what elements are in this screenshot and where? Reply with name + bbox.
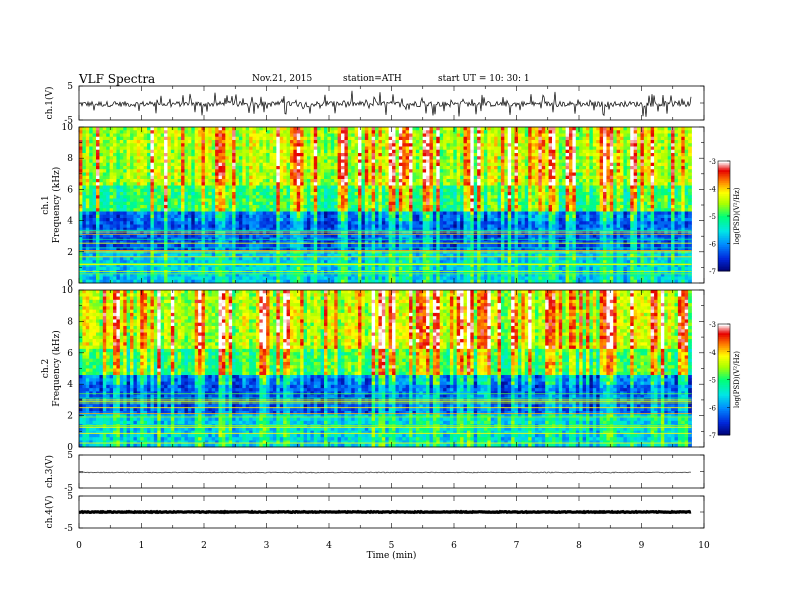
x-axis: 0 1 2 3 4 5 6 7 8 9 10 Time (min) bbox=[76, 541, 710, 561]
date-label: Nov.21, 2015 bbox=[252, 74, 313, 84]
channel-label: ch.1 bbox=[41, 195, 51, 214]
waveform-line bbox=[78, 471, 691, 474]
start-time-label: start UT = 10: 30: 1 bbox=[438, 74, 530, 84]
y-tick-label: 6 bbox=[67, 349, 73, 359]
x-tick-label: 4 bbox=[326, 541, 332, 551]
y-tick-label: 5 bbox=[67, 82, 73, 92]
x-axis-label: Time (min) bbox=[367, 550, 417, 561]
y-tick-label: 4 bbox=[67, 217, 73, 227]
y-axis-label: ch.1(V) bbox=[44, 87, 55, 120]
colorbar: -3 -4 -5 -6 -7 log(PSD)(V²/Hz) bbox=[709, 158, 741, 276]
panel-ch3v: 5 -5 ch.3(V) bbox=[44, 451, 705, 494]
x-tick-label: 6 bbox=[451, 541, 457, 551]
colorbar-tick-label: -6 bbox=[709, 241, 716, 249]
x-tick-label: 7 bbox=[514, 541, 520, 551]
y-axis-label: ch.3(V) bbox=[44, 455, 55, 488]
colorbar-tick-label: -4 bbox=[709, 349, 716, 357]
colorbar: -3 -4 -5 -6 -7 log(PSD)(V²/Hz) bbox=[709, 321, 741, 440]
colorbar-tick-label: -3 bbox=[709, 321, 716, 329]
colorbar-label: log(PSD)(V²/Hz) bbox=[733, 187, 741, 244]
y-tick-label: 8 bbox=[67, 154, 73, 164]
x-tick-label: 1 bbox=[139, 541, 145, 551]
y-tick-label: -5 bbox=[64, 484, 73, 494]
y-tick-label: -5 bbox=[64, 524, 73, 534]
y-tick-label: 10 bbox=[62, 123, 74, 133]
panel-ch1v: 5 -5 ch.1(V) bbox=[44, 82, 705, 126]
y-axis-label: Frequency (kHz) bbox=[51, 167, 62, 244]
panel-spectrogram-ch2: 0 2 4 6 8 10 ch.2 Frequency (kHz) -3 -4 -5 -6 -7 log(… bbox=[41, 286, 741, 453]
colorbar-tick-label: -7 bbox=[709, 268, 716, 276]
y-tick-label: 10 bbox=[62, 286, 74, 296]
y-tick-label: 2 bbox=[67, 412, 73, 422]
y-tick-label: 2 bbox=[67, 248, 73, 258]
x-tick-label: 9 bbox=[639, 541, 645, 551]
x-tick-label: 8 bbox=[576, 541, 582, 551]
spectrogram-cells bbox=[79, 290, 692, 448]
colorbar-tick-label: -6 bbox=[709, 404, 716, 412]
channel-label: ch.2 bbox=[41, 359, 51, 378]
colorbar-label: log(PSD)(V²/Hz) bbox=[733, 351, 741, 408]
x-tick-label: 10 bbox=[698, 541, 710, 551]
chart-title: VLF Spectra bbox=[79, 72, 156, 86]
y-tick-label: 5 bbox=[67, 451, 73, 461]
y-tick-label: 5 bbox=[67, 492, 73, 502]
colorbar-tick-label: -3 bbox=[709, 158, 716, 166]
x-tick-label: 0 bbox=[76, 541, 82, 551]
y-tick-label: 0 bbox=[67, 443, 73, 453]
y-axis-label: Frequency (kHz) bbox=[51, 330, 62, 407]
colorbar-tick-label: -5 bbox=[709, 213, 716, 221]
x-tick-label: 2 bbox=[201, 541, 207, 551]
colorbar-tick-label: -4 bbox=[709, 186, 716, 194]
y-tick-label: 6 bbox=[67, 185, 73, 195]
y-tick-label: 0 bbox=[67, 279, 73, 289]
spectrogram-cells bbox=[79, 127, 692, 284]
waveform-line bbox=[79, 509, 692, 515]
y-tick-label: 8 bbox=[67, 317, 73, 327]
panel-ch4v: 5 -5 ch.4(V) bbox=[44, 492, 705, 534]
x-tick-label: 3 bbox=[264, 541, 270, 551]
station-label: station=ATH bbox=[343, 74, 402, 84]
y-tick-label: -5 bbox=[64, 116, 73, 126]
x-tick-label: 5 bbox=[389, 541, 395, 551]
colorbar-tick-label: -7 bbox=[709, 432, 716, 440]
waveform-line bbox=[78, 90, 692, 117]
y-tick-label: 4 bbox=[67, 380, 73, 390]
y-axis-label: ch.4(V) bbox=[44, 496, 55, 529]
colorbar-tick-label: -5 bbox=[709, 377, 716, 385]
panel-spectrogram-ch1: 0 2 4 6 8 10 ch.1 Frequency (kHz) -3 -4 -5 -6 -7 log(… bbox=[41, 123, 741, 289]
